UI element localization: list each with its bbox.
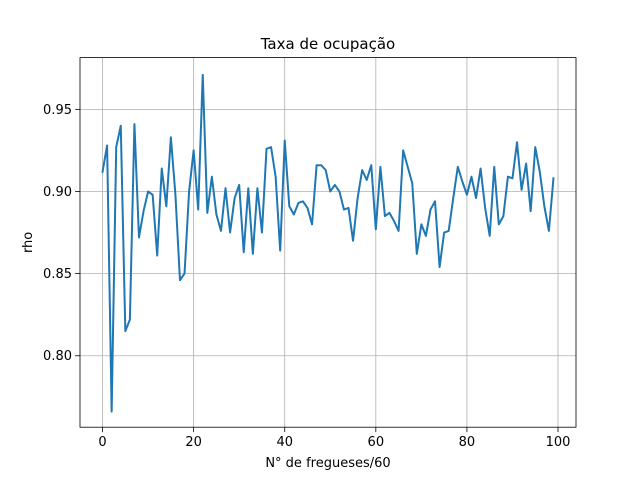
x-axis-label: N° de fregueses/60 — [265, 456, 390, 471]
x-tick-label: 0 — [98, 435, 106, 450]
series-line — [101, 73, 555, 413]
x-axis-ticks: 0 20 40 60 80 100 — [98, 427, 570, 450]
y-tick-label: 0.85 — [43, 267, 72, 282]
y-tick-label: 0.80 — [43, 349, 72, 364]
y-axis-ticks: 0.80 0.85 0.90 0.95 — [43, 103, 80, 364]
x-tick-label: 40 — [276, 435, 293, 450]
x-tick-label: 80 — [459, 435, 476, 450]
plot-frame — [79, 57, 577, 428]
y-axis-label: rho — [21, 232, 36, 253]
x-tick-label: 100 — [546, 435, 571, 450]
y-tick-label: 0.90 — [43, 185, 72, 200]
chart-title: Taxa de ocupação — [260, 35, 396, 53]
y-tick-label: 0.95 — [43, 103, 72, 118]
x-tick-label: 20 — [185, 435, 202, 450]
series-layer — [101, 73, 555, 413]
x-tick-label: 60 — [368, 435, 385, 450]
